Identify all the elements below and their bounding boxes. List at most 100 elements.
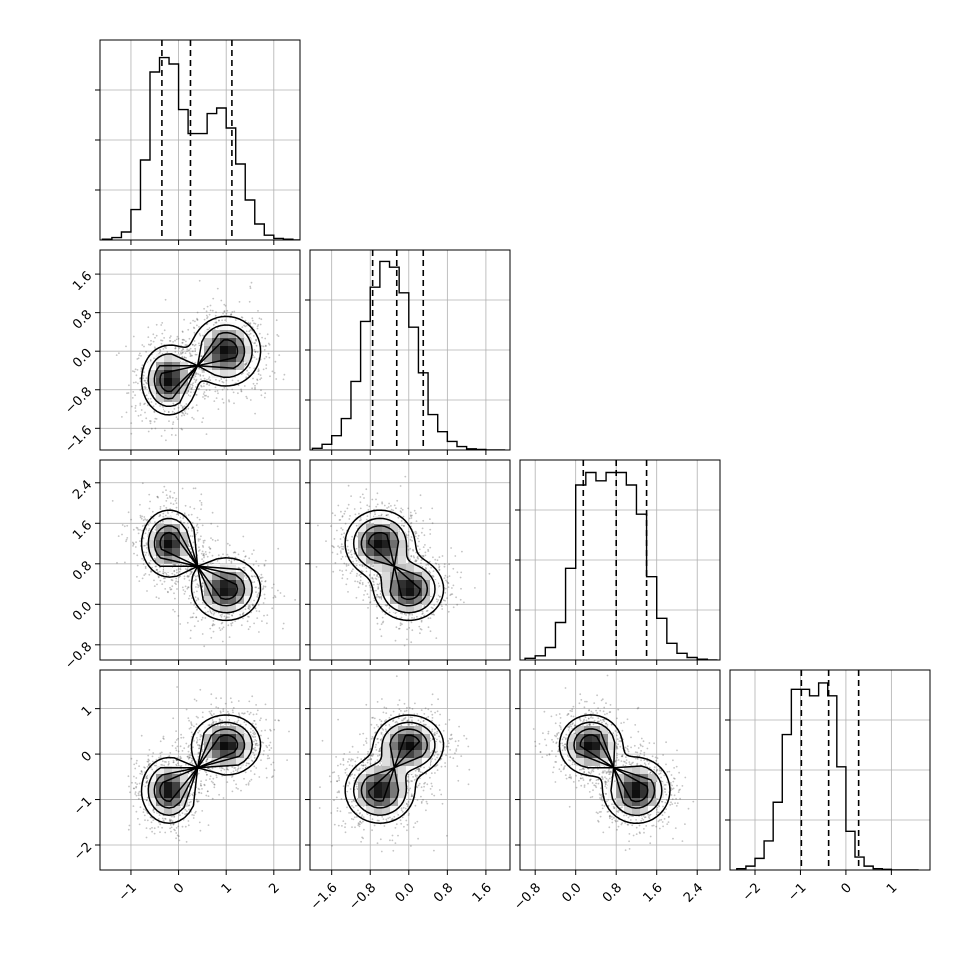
- scatter-point: [359, 496, 362, 498]
- density-cell: [406, 588, 414, 596]
- scatter-point: [372, 578, 374, 580]
- scatter-point: [315, 566, 318, 568]
- scatter-point: [331, 551, 334, 554]
- scatter-point: [153, 420, 156, 423]
- scatter-point: [197, 388, 200, 390]
- scatter-point: [196, 317, 198, 320]
- density-cell: [220, 580, 228, 588]
- scatter-point: [409, 514, 412, 517]
- scatter-point: [427, 550, 430, 552]
- scatter-point: [181, 407, 184, 409]
- scatter-point: [210, 612, 213, 615]
- scatter-point: [180, 404, 183, 407]
- scatter-point: [438, 569, 441, 571]
- scatter-point: [409, 538, 412, 541]
- histogram-3-steps: [736, 682, 919, 870]
- scatter-point: [386, 507, 388, 509]
- scatter-point: [209, 379, 212, 382]
- scatter-point: [361, 564, 364, 566]
- density-cell: [220, 604, 228, 612]
- scatter-point: [371, 498, 374, 501]
- scatter-point: [358, 581, 361, 584]
- scatter-point: [182, 412, 185, 415]
- scatter-point: [231, 388, 234, 391]
- scatter-point: [260, 734, 262, 737]
- contour-2-1-3: [367, 531, 422, 601]
- scatter-point: [212, 623, 215, 625]
- scatter-point: [125, 411, 128, 414]
- density-cell: [172, 556, 180, 564]
- scatter-point: [368, 522, 371, 524]
- scatter-point: [201, 616, 204, 619]
- scatter-point: [251, 319, 254, 322]
- scatter-point: [144, 565, 147, 568]
- scatter-point: [244, 363, 247, 366]
- scatter-point: [384, 604, 387, 606]
- scatter-point: [147, 326, 150, 329]
- scatter-point: [459, 576, 462, 579]
- density-cell: [236, 362, 244, 370]
- scatter-point: [251, 581, 254, 584]
- scatter-point: [132, 381, 135, 384]
- scatter-point: [401, 623, 403, 626]
- scatter-point: [172, 402, 175, 405]
- scatter-point: [188, 387, 191, 389]
- scatter-point: [167, 411, 170, 413]
- scatter-point: [226, 781, 229, 783]
- scatter-point: [121, 533, 123, 536]
- scatter-point: [245, 764, 248, 767]
- scatter-point: [249, 625, 251, 628]
- scatter-point: [422, 555, 425, 558]
- scatter-point: [162, 569, 165, 571]
- scatter-point: [424, 554, 427, 557]
- scatter-point: [139, 529, 141, 531]
- scatter-point: [209, 610, 212, 612]
- scatter-point: [209, 712, 212, 715]
- scatter-point: [157, 576, 160, 579]
- scatter-point: [183, 521, 186, 524]
- scatter-point: [189, 535, 192, 537]
- density-cell: [374, 516, 382, 524]
- scatter-point: [215, 311, 217, 314]
- scatter-point: [199, 375, 202, 377]
- scatter-point: [191, 407, 194, 410]
- scatter-point: [179, 575, 182, 577]
- scatter-point: [244, 319, 247, 322]
- scatter-point: [180, 352, 183, 355]
- histogram-1-steps: [311, 260, 506, 450]
- scatter-point: [201, 550, 204, 553]
- scatter-point: [347, 564, 350, 566]
- scatter-point: [427, 617, 430, 620]
- scatter-point: [339, 569, 341, 572]
- density-cell: [164, 370, 172, 378]
- density-cell: [204, 572, 212, 580]
- scatter-point: [225, 617, 227, 620]
- scatter-point: [200, 378, 202, 381]
- scatter-point: [227, 555, 230, 558]
- scatter-point: [215, 321, 218, 323]
- density-cell: [228, 370, 236, 378]
- scatter-point: [338, 546, 341, 549]
- scatter-point: [194, 487, 197, 490]
- scatter-point: [183, 410, 186, 412]
- scatter-point: [221, 640, 224, 643]
- scatter-point: [253, 773, 256, 776]
- scatter-point: [376, 593, 378, 596]
- scatter-point: [197, 598, 200, 601]
- scatter-point: [410, 536, 413, 538]
- scatter-point: [340, 543, 343, 546]
- density-cell: [398, 572, 406, 580]
- scatter-point: [169, 508, 172, 510]
- scatter-point: [210, 703, 213, 706]
- scatter-point: [359, 507, 362, 510]
- density-cell: [382, 516, 390, 524]
- density-cell: [422, 572, 430, 580]
- scatter-point: [181, 428, 184, 431]
- scatter-point: [218, 319, 220, 322]
- scatter-point: [430, 606, 433, 609]
- scatter-point: [148, 763, 150, 765]
- scatter-point: [456, 603, 459, 606]
- scatter-point: [399, 485, 402, 487]
- scatter-point: [365, 585, 367, 587]
- scatter-point: [240, 624, 243, 627]
